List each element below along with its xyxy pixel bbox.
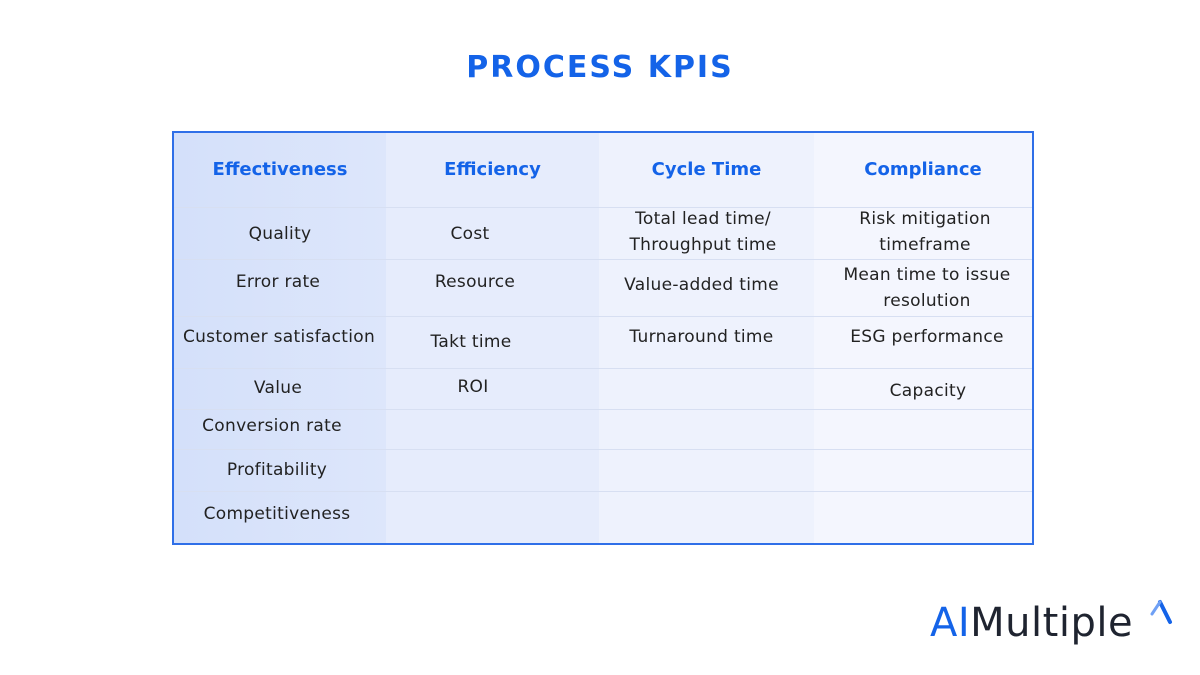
logo-mark-icon <box>1150 600 1172 624</box>
cell-turnaround-time: Turnaround time <box>629 327 774 347</box>
row-divider <box>174 259 1032 260</box>
row-divider <box>174 449 1032 450</box>
cell-cost: Cost <box>450 224 490 244</box>
cell-error-rate: Error rate <box>235 272 321 292</box>
header-efficiency: Efficiency <box>444 158 541 180</box>
brand-logo: AIMultiple <box>930 600 1133 660</box>
cell-conversion-rate: Conversion rate <box>202 416 342 436</box>
logo-multiple-text: Multiple <box>970 600 1134 646</box>
cell-value: Value <box>253 378 303 398</box>
column-cycle-time <box>599 133 814 543</box>
cell-mean-time-to-resolution: Mean time to issue resolution <box>843 265 1011 311</box>
cell-roi: ROI <box>457 377 489 397</box>
cell-risk-mitigation: Risk mitigation timeframe <box>859 209 991 255</box>
cell-quality: Quality <box>248 224 312 244</box>
header-effectiveness: Effectiveness <box>212 158 348 180</box>
column-compliance <box>814 133 1032 543</box>
header-cycle-time: Cycle Time <box>651 158 762 180</box>
column-effectiveness <box>174 133 386 543</box>
cell-resource: Resource <box>434 272 516 292</box>
page-title: PROCESS KPIS <box>466 50 734 85</box>
row-divider <box>174 368 1032 369</box>
kpi-table: Effectiveness Efficiency Cycle Time Comp… <box>172 131 1034 545</box>
column-efficiency <box>386 133 599 543</box>
cell-takt-time: Takt time <box>430 332 512 352</box>
cell-customer-satisfaction: Customer satisfaction <box>182 327 376 347</box>
header-compliance: Compliance <box>864 158 982 180</box>
row-divider <box>174 409 1032 410</box>
cell-competitiveness: Competitiveness <box>203 504 351 524</box>
cell-capacity: Capacity <box>889 381 967 401</box>
logo-ai-text: AI <box>930 600 971 646</box>
cell-esg-performance: ESG performance <box>850 327 1004 347</box>
cell-profitability: Profitability <box>226 460 328 480</box>
row-divider <box>174 491 1032 492</box>
cell-total-lead-time: Total lead time/ Throughput time <box>629 209 777 255</box>
row-divider <box>174 316 1032 317</box>
cell-value-added-time: Value-added time <box>624 275 779 295</box>
row-divider <box>174 207 1032 208</box>
